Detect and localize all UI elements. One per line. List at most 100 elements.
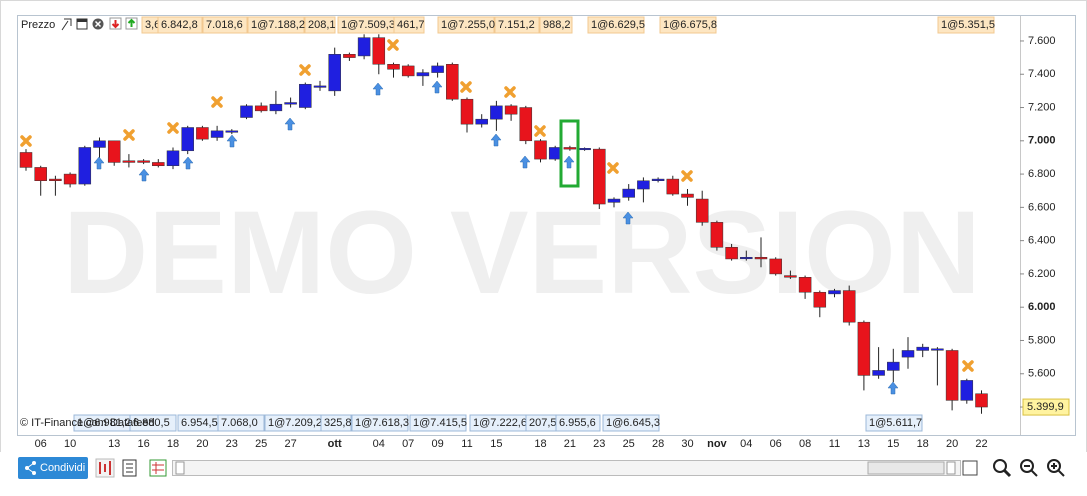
candle-body xyxy=(93,140,106,148)
x-tick-label: 18 xyxy=(917,438,929,450)
x-tick-label: 11 xyxy=(461,438,472,450)
candle-body xyxy=(725,247,738,260)
bottom-annotation-box xyxy=(351,414,409,432)
candle-body xyxy=(548,147,562,160)
candle-body xyxy=(593,148,606,205)
sell-signal xyxy=(387,39,399,51)
candle-body xyxy=(931,348,944,351)
x-tick-label: 06 xyxy=(770,438,782,450)
series-label: Prezzo xyxy=(21,19,55,31)
plot xyxy=(19,34,1024,414)
sell-signal xyxy=(962,360,974,372)
candle-body xyxy=(225,130,239,133)
bottom-annotation: 1@7.222,6 xyxy=(473,417,527,429)
top-annotation-box xyxy=(937,16,995,34)
sell-signal xyxy=(534,125,546,137)
last-price-box xyxy=(1022,398,1070,416)
candle-body xyxy=(695,198,709,223)
candle-body xyxy=(960,380,974,401)
y-tick-label: 6.200 xyxy=(1028,268,1056,280)
y-tick-label: 7.000 xyxy=(1028,135,1056,147)
toolbar-icons[interactable] xyxy=(95,458,167,478)
x-tick-label: 30 xyxy=(681,438,693,450)
y-tick-label: 6.600 xyxy=(1028,201,1056,213)
candle-body xyxy=(240,105,253,118)
top-annotation: 1@6.675,8 xyxy=(663,19,717,31)
candle-body xyxy=(357,37,371,57)
top-annotation: 1@7.188,2 xyxy=(251,19,305,31)
x-tick-label: 18 xyxy=(167,438,179,450)
bottom-annotation-box xyxy=(555,414,601,432)
candle-body xyxy=(416,72,430,77)
top-annotation: 7.151,2 xyxy=(498,19,535,31)
top-annotation: 6.842,8 xyxy=(161,19,198,31)
x-tick-label: 20 xyxy=(196,438,208,450)
bottom-annotation: 1@5.611,7 xyxy=(869,417,922,429)
y-tick-label: 7.400 xyxy=(1028,68,1056,80)
x-tick-label: 11 xyxy=(829,438,840,450)
y-tick-label: 6.400 xyxy=(1028,235,1056,247)
sell-signal xyxy=(681,170,693,182)
x-tick-label: 25 xyxy=(623,438,635,450)
scroll-thumb[interactable] xyxy=(867,461,945,475)
candle-body xyxy=(284,102,297,105)
top-annotation-box xyxy=(304,16,336,34)
scroll-left[interactable] xyxy=(175,461,185,475)
x-tick-label: 08 xyxy=(799,438,811,450)
y-tick-label: 5.600 xyxy=(1028,368,1056,380)
zoom-icons[interactable] xyxy=(962,459,1065,478)
annotations: 3,6 6.842,8 7.018,6 1@7.188,2 208,1 1@7.509,3… xyxy=(73,16,995,432)
x-tick-label: 21 xyxy=(564,438,576,450)
candle-body xyxy=(34,167,47,181)
candle-body xyxy=(945,350,959,401)
candle-body xyxy=(122,160,136,163)
x-tick-label: 15 xyxy=(887,438,899,450)
share-label[interactable]: Condividi xyxy=(40,462,85,474)
x-tick-label: 16 xyxy=(137,438,149,450)
x-tick-label: 06 xyxy=(35,438,47,450)
bottom-annotation: 1@7.618,3 xyxy=(355,417,409,429)
bottom-annotation: 1@7.415,5 xyxy=(413,417,467,429)
candle-body xyxy=(19,152,33,168)
buy-signal xyxy=(431,80,443,94)
top-annotation-box xyxy=(437,16,495,34)
sell-signal xyxy=(20,135,32,147)
top-annotation: 1@7.255,0 xyxy=(441,19,495,31)
buy-signal xyxy=(490,133,502,147)
buy-signal xyxy=(284,117,296,131)
candle-body xyxy=(137,160,150,163)
x-tick-label: 09 xyxy=(431,438,443,450)
bottom-annotation: 1@6.981,2 xyxy=(77,417,131,429)
buy-signal xyxy=(887,381,899,395)
candle-body xyxy=(842,290,856,323)
candle-body xyxy=(299,83,312,108)
candle-body xyxy=(107,140,121,163)
bottom-annotation: 7.068,0 xyxy=(221,417,258,429)
y-tick-label: 6.800 xyxy=(1028,168,1056,180)
candle-body xyxy=(975,393,988,408)
candle-body xyxy=(784,275,797,278)
x-tick-label: 15 xyxy=(490,438,502,450)
candle-body xyxy=(254,105,268,112)
candle-body xyxy=(828,290,841,295)
bottom-annotation-box xyxy=(320,414,352,432)
scroll-right[interactable] xyxy=(946,461,956,475)
buy-signal xyxy=(519,155,531,169)
scrollbar[interactable] xyxy=(172,460,961,476)
bottom-annotation-box xyxy=(217,414,265,432)
x-tick-label: 10 xyxy=(64,438,76,450)
candle-body xyxy=(563,147,577,150)
candle-body xyxy=(769,258,782,275)
bottom-annotation: 207,5 xyxy=(529,417,557,429)
bottom-annotation: 325,8 xyxy=(324,417,352,429)
highlight-box xyxy=(559,119,580,188)
candle-body xyxy=(622,188,635,198)
candle-body xyxy=(872,370,885,376)
sell-signal xyxy=(299,64,311,76)
candle-body xyxy=(666,178,680,195)
x-tick-label: 20 xyxy=(946,438,958,450)
y-tick-label: 5.800 xyxy=(1028,334,1056,346)
bottom-annotation: 6.880,5 xyxy=(133,417,170,429)
sell-signal xyxy=(167,122,179,134)
